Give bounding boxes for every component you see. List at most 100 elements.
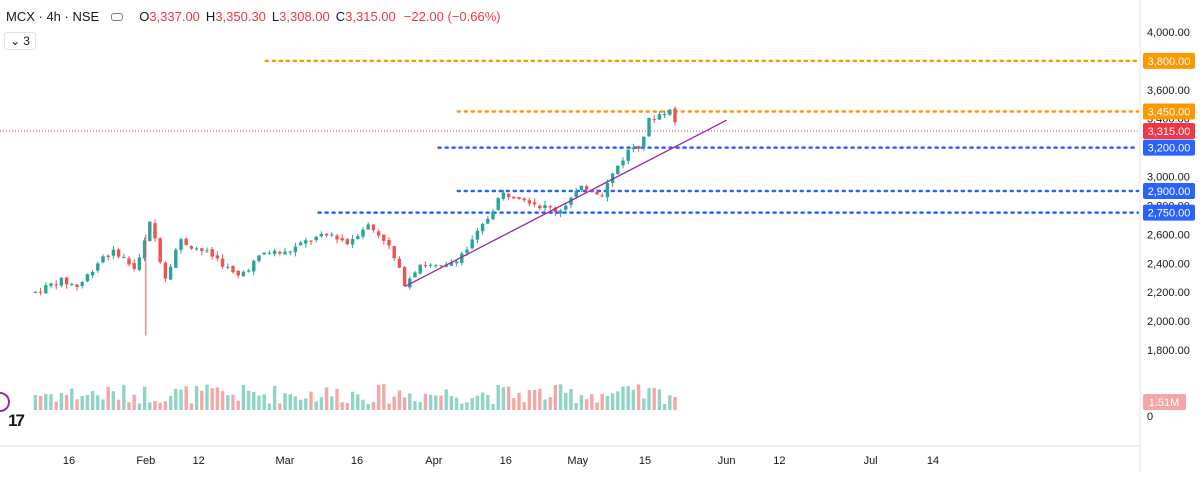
volume-bar <box>444 389 448 410</box>
volume-bar <box>80 395 84 410</box>
candle-body <box>246 270 251 272</box>
volume-bar <box>59 392 64 410</box>
candle-body <box>75 284 79 288</box>
x-tick-label: 16 <box>63 455 75 467</box>
candle-body <box>402 267 407 287</box>
y-tick-label: 2,400.00 <box>1147 258 1190 270</box>
y-tick-label: 2,000.00 <box>1147 316 1190 328</box>
volume-bar <box>194 385 199 410</box>
candle-body <box>59 277 64 286</box>
candle-body <box>158 238 162 263</box>
candle-body <box>231 265 235 273</box>
volume-bar <box>163 401 168 410</box>
volume-bar <box>527 390 532 410</box>
volume-bar <box>512 398 516 410</box>
candle-body <box>106 255 110 258</box>
volume-bar <box>200 390 204 410</box>
candle-body <box>127 258 131 265</box>
candle-body <box>54 284 58 286</box>
volume-bar <box>226 395 230 410</box>
volume-bar <box>631 389 636 410</box>
candle-body <box>491 211 495 220</box>
candle-body <box>272 250 277 254</box>
x-tick-label: 12 <box>773 455 785 467</box>
volume-bar <box>111 391 116 410</box>
candle-body <box>153 223 157 239</box>
volume-bar <box>413 401 417 410</box>
volume-bar <box>210 388 214 410</box>
volume-bar <box>220 390 225 410</box>
candle-body <box>132 263 136 269</box>
candle-body <box>96 263 100 271</box>
candle-body <box>574 190 578 197</box>
volume-bar <box>330 396 334 410</box>
symbol-title[interactable]: MCX · 4h · NSE <box>6 9 100 24</box>
volume-bar <box>584 399 589 410</box>
candle-body <box>408 278 412 288</box>
candle-body <box>387 239 391 246</box>
y-tick-label: 2,600.00 <box>1147 229 1190 241</box>
volume-bar <box>605 395 610 410</box>
candle-body <box>605 183 610 198</box>
candle-body <box>267 252 272 254</box>
candle-body <box>595 191 599 195</box>
x-tick-label: Feb <box>136 455 155 467</box>
candle-body <box>44 285 48 294</box>
candle-body <box>137 257 142 270</box>
volume-bar <box>657 389 662 410</box>
candle-body <box>584 186 589 190</box>
volume-bar <box>64 395 69 410</box>
volume-bar <box>345 402 350 410</box>
x-tick-label: Jun <box>718 455 736 467</box>
candle-body <box>350 239 355 245</box>
level-price-badge <box>1143 204 1195 221</box>
candle-body <box>38 291 43 293</box>
candle-body <box>480 223 485 232</box>
candle-body <box>293 246 298 253</box>
trendline[interactable] <box>404 119 727 287</box>
volume-bar <box>610 393 615 410</box>
candle-body <box>506 193 511 198</box>
volume-bar <box>309 391 313 410</box>
y-tick-label: 0 <box>1147 411 1153 423</box>
volume-bar <box>496 385 500 410</box>
low-label: L <box>271 9 280 24</box>
candle-body <box>319 233 324 237</box>
volume-bar <box>272 385 277 410</box>
candle-body <box>522 198 526 201</box>
volume-bar <box>465 402 469 410</box>
volume-bar <box>574 403 578 410</box>
candle-body <box>647 117 651 137</box>
volume-bar <box>548 397 552 410</box>
volume-badge <box>1143 394 1186 410</box>
open-value: 3,337.00 <box>149 9 200 24</box>
candle-body <box>376 231 381 236</box>
last-price-label: 3,315.00 <box>1148 126 1191 138</box>
volume-bar <box>314 401 318 410</box>
volume-bar <box>335 388 339 410</box>
candle-body <box>527 200 532 204</box>
candle-body <box>590 190 594 192</box>
candle-body <box>512 196 516 199</box>
candle-body <box>314 236 318 241</box>
volume-bar <box>49 394 53 410</box>
volume-bar <box>278 403 282 410</box>
candle-body <box>241 271 246 277</box>
candle-body <box>475 230 480 240</box>
eye-icon[interactable] <box>111 12 124 21</box>
volume-bar <box>116 399 121 410</box>
volume-bar <box>475 395 480 410</box>
indicators-toggle-button[interactable]: ⌄ 3 <box>4 32 36 50</box>
close-label: C <box>335 9 346 24</box>
volume-bar <box>449 396 454 410</box>
volume-bar <box>262 394 266 410</box>
volume-bar <box>158 402 162 410</box>
candle-body <box>392 246 396 259</box>
volume-bar <box>470 397 474 410</box>
candle-body <box>564 205 568 210</box>
volume-bar <box>324 387 329 410</box>
candle-body <box>548 206 552 208</box>
volume-bar <box>579 395 584 410</box>
